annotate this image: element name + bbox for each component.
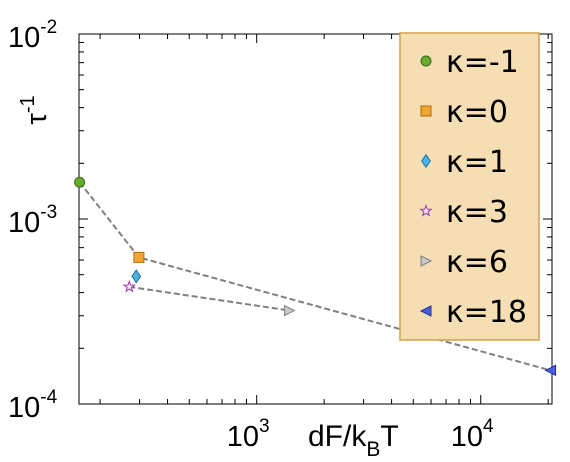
legend-label: κ=18 [446,295,527,330]
y-axis-label-sup: -1 [17,95,39,113]
legend-marker [419,204,433,217]
legend-marker [419,305,432,317]
y-axis-label-base: τ [21,113,53,125]
data-points [74,176,557,377]
legend: κ=-1 κ=0 κ=1 κ=3 κ=6 κ=18 [399,32,540,341]
data-point [133,251,145,263]
y-tick-label: 10-2 [8,17,57,54]
x-axis-label-tail: T [380,420,398,453]
legend-label: κ=3 [446,195,508,230]
y-tick-label: 10-4 [8,387,58,424]
data-point [74,176,86,188]
x-axis-label-main: dF/k [308,420,367,453]
x-axis-label-sub: B [366,438,380,461]
legend-marker [420,255,433,267]
legend-marker [420,55,432,67]
legend-box [399,32,540,341]
x-axis-label: dF/kBT [308,420,399,461]
y-tick-label: 10-3 [8,202,57,239]
x-tick-labels: 103 104 [99,34,549,453]
legend-label: κ=1 [446,145,508,180]
legend-label: κ=6 [446,245,508,280]
data-point [122,279,136,293]
data-point [544,364,557,377]
x-tick-label: 103 [227,416,270,453]
y-tick-labels: 10-2 10-3 10-4 [8,17,552,424]
y-axis-label: τ-1 [17,95,53,124]
data-point [131,269,142,284]
legend-marker [420,105,432,117]
x-tick-label: 104 [451,416,494,453]
data-point [283,304,296,317]
legend-marker [421,153,431,169]
legend-label: κ=-1 [446,45,519,80]
legend-label: κ=0 [446,95,508,130]
